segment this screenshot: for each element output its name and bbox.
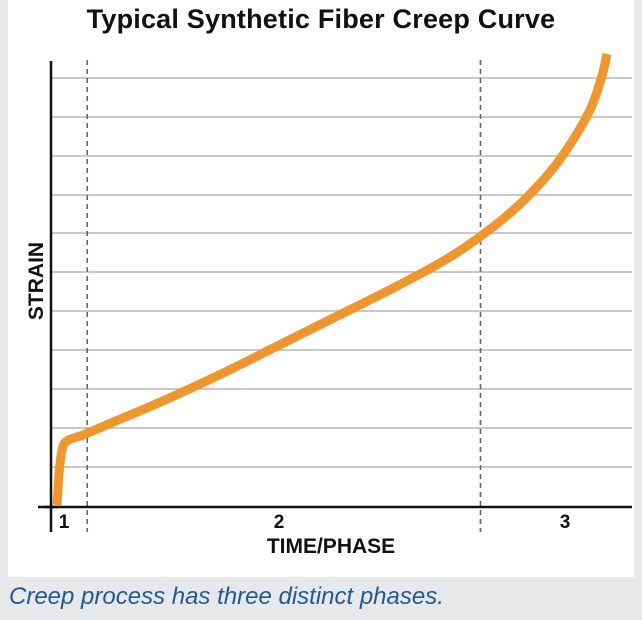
creep-curve-line xyxy=(52,52,612,506)
phase-label-3: 3 xyxy=(560,512,571,533)
figure-caption: Creep process has three distinct phases. xyxy=(9,583,444,610)
creep-chart: STRAIN TIME/PHASE 1 2 3 xyxy=(25,52,632,558)
phase-label-2: 2 xyxy=(274,512,285,533)
y-axis-label: STRAIN xyxy=(25,242,48,320)
figure-panel xyxy=(8,0,634,577)
phase-label-1: 1 xyxy=(59,512,70,533)
chart-title: Typical Synthetic Fiber Creep Curve xyxy=(86,4,556,34)
phase-divider-lines xyxy=(86,60,482,532)
x-axis-label: TIME/PHASE xyxy=(267,535,395,558)
